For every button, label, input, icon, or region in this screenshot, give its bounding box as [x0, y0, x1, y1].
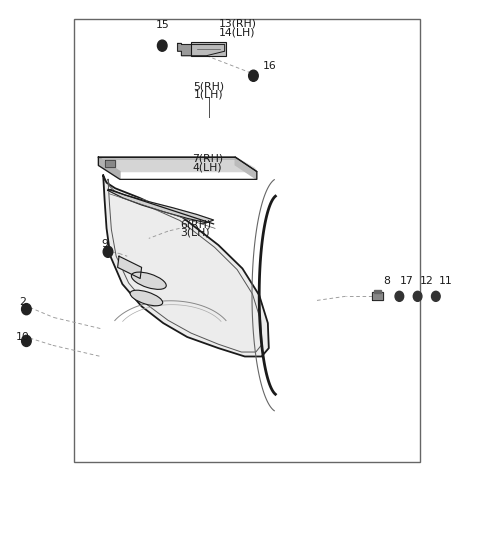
- Text: 16: 16: [263, 61, 277, 71]
- Text: 17: 17: [400, 276, 414, 286]
- Polygon shape: [372, 292, 383, 300]
- Polygon shape: [98, 157, 257, 172]
- Circle shape: [22, 335, 31, 346]
- Polygon shape: [103, 175, 269, 356]
- Ellipse shape: [132, 272, 166, 289]
- Text: 10: 10: [16, 332, 30, 342]
- Bar: [191, 42, 226, 56]
- Text: 5(RH): 5(RH): [193, 81, 224, 91]
- Text: 1(LH): 1(LH): [194, 90, 224, 100]
- Text: 7(RH): 7(RH): [192, 154, 223, 164]
- Text: 15: 15: [156, 20, 170, 30]
- Text: 11: 11: [439, 276, 452, 286]
- Polygon shape: [235, 157, 257, 179]
- Polygon shape: [105, 160, 115, 167]
- Text: 13(RH): 13(RH): [218, 18, 256, 28]
- Text: 8: 8: [383, 276, 390, 286]
- Text: 9: 9: [101, 239, 108, 249]
- Polygon shape: [118, 256, 142, 278]
- Polygon shape: [374, 290, 381, 293]
- Text: 2: 2: [20, 297, 26, 307]
- Text: 3(LH): 3(LH): [180, 228, 210, 238]
- Circle shape: [432, 291, 440, 301]
- Circle shape: [22, 304, 31, 315]
- Bar: [74, 19, 420, 462]
- Text: 14(LH): 14(LH): [218, 27, 255, 37]
- Ellipse shape: [130, 290, 163, 306]
- Text: 12: 12: [420, 276, 433, 286]
- Circle shape: [413, 291, 422, 301]
- Polygon shape: [98, 157, 120, 179]
- Circle shape: [395, 291, 404, 301]
- Text: 4(LH): 4(LH): [192, 162, 222, 172]
- Text: 6(RH): 6(RH): [180, 219, 211, 229]
- Polygon shape: [178, 43, 225, 56]
- Circle shape: [249, 70, 258, 81]
- Polygon shape: [108, 189, 214, 223]
- Circle shape: [157, 40, 167, 51]
- Circle shape: [103, 246, 113, 257]
